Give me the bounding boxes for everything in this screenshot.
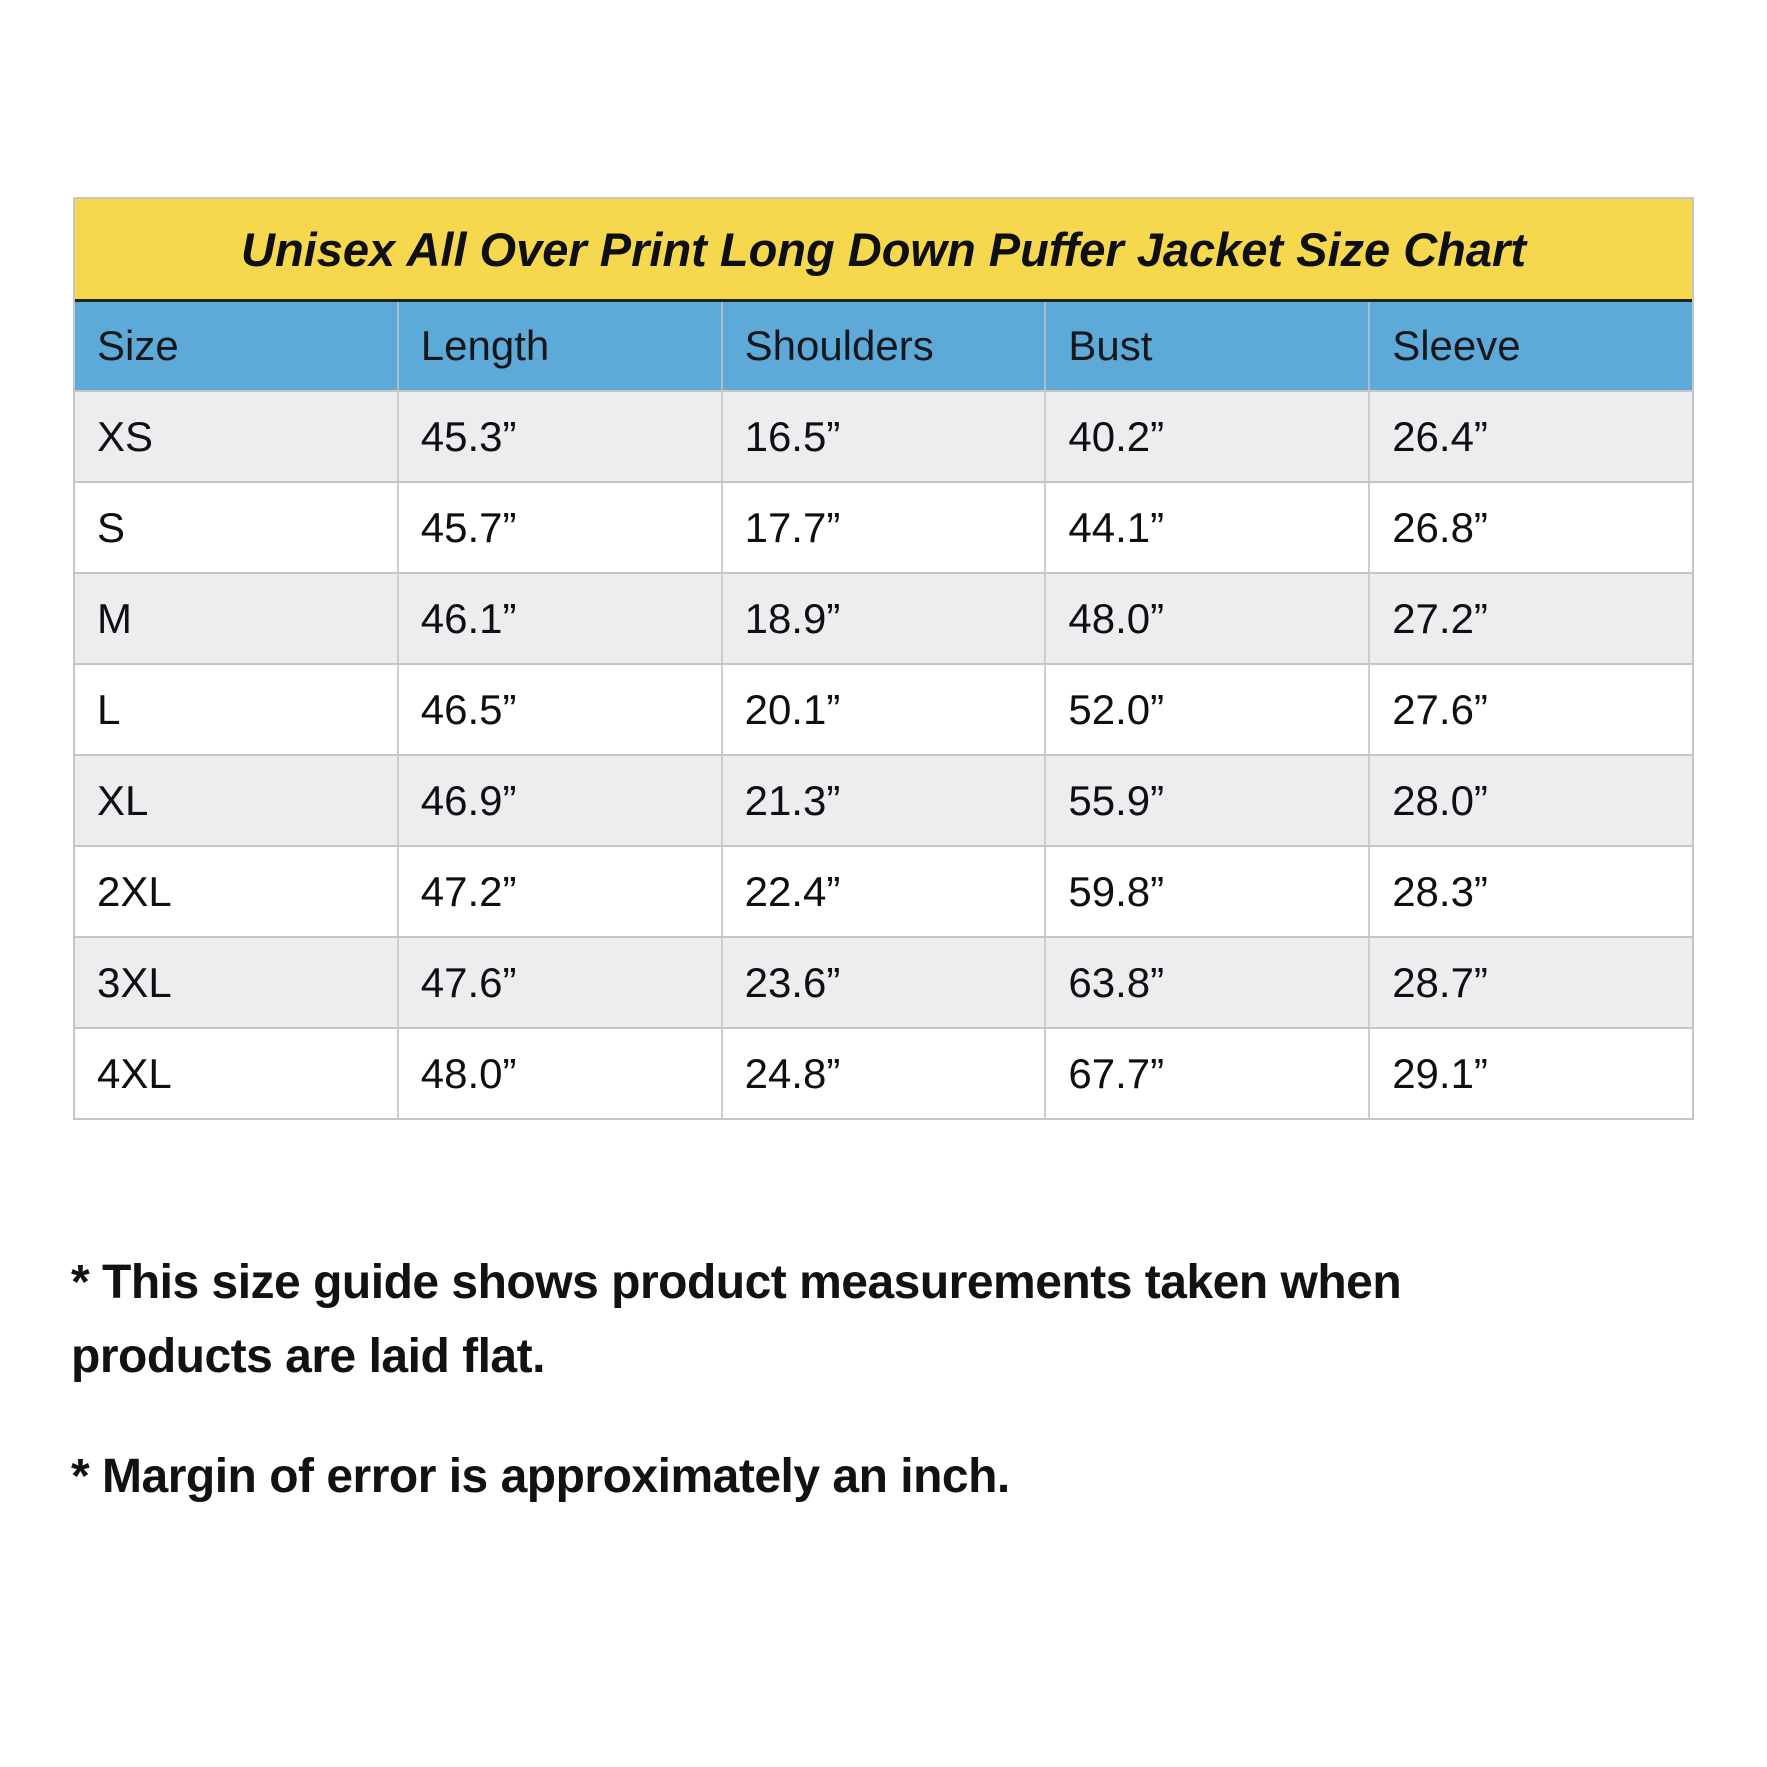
measurement-value: 21.3”: [720, 756, 1045, 845]
column-header-sleeve: Sleeve: [1368, 302, 1692, 390]
measurement-value: 55.9”: [1044, 756, 1368, 845]
measurement-value: 28.7”: [1368, 938, 1692, 1027]
size-label: 3XL: [97, 958, 172, 1006]
table-title: Unisex All Over Print Long Down Puffer J…: [241, 222, 1526, 276]
measurement-value: 40.2”: [1044, 392, 1368, 481]
size-row-xl: XL 46.9” 21.3” 55.9” 28.0”: [75, 754, 1692, 845]
measurement-value: 45.7”: [396, 483, 721, 572]
table-title-bar: Unisex All Over Print Long Down Puffer J…: [75, 199, 1692, 302]
measurement-value: 46.9”: [396, 756, 721, 845]
size-row-l: L 46.5” 20.1” 52.0” 27.6”: [75, 663, 1692, 754]
footnote-1: * This size guide shows product measurem…: [71, 1246, 1571, 1394]
footnote-line: * This size guide shows product measurem…: [71, 1256, 1402, 1309]
size-label: XS: [97, 412, 154, 460]
measurement-value: 27.6”: [1368, 665, 1692, 754]
footnote-2: * Margin of error is approximately an in…: [71, 1440, 1571, 1514]
column-header-length: Length: [396, 302, 721, 390]
measurement-value: 29.1”: [1368, 1029, 1692, 1118]
measurement-value: 67.7”: [1044, 1029, 1368, 1118]
measurement-value: 28.3”: [1368, 847, 1692, 936]
size-label: S: [97, 503, 126, 551]
column-header-bust: Bust: [1044, 302, 1368, 390]
measurement-value: 17.7”: [720, 483, 1045, 572]
measurement-value: 16.5”: [720, 392, 1045, 481]
measurement-value: 18.9”: [720, 574, 1045, 663]
measurement-value: 26.4”: [1368, 392, 1692, 481]
size-row-xs: XS 45.3” 16.5” 40.2” 26.4”: [75, 392, 1692, 481]
size-label: 4XL: [97, 1049, 172, 1097]
size-row-s: S 45.7” 17.7” 44.1” 26.8”: [75, 481, 1692, 572]
table-header-row: Size Length Shoulders Bust Sleeve: [75, 302, 1692, 392]
measurement-value: 63.8”: [1044, 938, 1368, 1027]
footnote-line: products are laid flat.: [71, 1330, 545, 1383]
footnote-line: * Margin of error is approximately an in…: [71, 1450, 1010, 1503]
measurement-value: 23.6”: [720, 938, 1045, 1027]
size-row-4xl: 4XL 48.0” 24.8” 67.7” 29.1”: [75, 1027, 1692, 1118]
size-label: XL: [97, 776, 149, 824]
measurement-value: 27.2”: [1368, 574, 1692, 663]
measurement-value: 46.1”: [396, 574, 721, 663]
measurement-value: 48.0”: [1044, 574, 1368, 663]
measurement-value: 26.8”: [1368, 483, 1692, 572]
measurement-value: 44.1”: [1044, 483, 1368, 572]
measurement-value: 45.3”: [396, 392, 721, 481]
size-row-m: M 46.1” 18.9” 48.0” 27.2”: [75, 572, 1692, 663]
measurement-value: 47.2”: [396, 847, 721, 936]
size-row-2xl: 2XL 47.2” 22.4” 59.8” 28.3”: [75, 845, 1692, 936]
measurement-value: 47.6”: [396, 938, 721, 1027]
size-label: M: [97, 594, 132, 642]
column-header-shoulders: Shoulders: [720, 302, 1045, 390]
measurement-value: 59.8”: [1044, 847, 1368, 936]
measurement-value: 48.0”: [396, 1029, 721, 1118]
size-chart-table: Unisex All Over Print Long Down Puffer J…: [73, 197, 1694, 1120]
column-header-size: Size: [97, 322, 179, 369]
table-body: XS 45.3” 16.5” 40.2” 26.4” S 45.7” 17.7” 44.1” 26…: [75, 392, 1692, 1118]
measurement-value: 28.0”: [1368, 756, 1692, 845]
measurement-value: 20.1”: [720, 665, 1045, 754]
measurement-value: 22.4”: [720, 847, 1045, 936]
size-label: L: [97, 685, 121, 733]
footnotes: * This size guide shows product measurem…: [71, 1246, 1571, 1560]
measurement-value: 24.8”: [720, 1029, 1045, 1118]
measurement-value: 52.0”: [1044, 665, 1368, 754]
measurement-value: 46.5”: [396, 665, 721, 754]
size-label: 2XL: [97, 867, 172, 915]
size-row-3xl: 3XL 47.6” 23.6” 63.8” 28.7”: [75, 936, 1692, 1027]
